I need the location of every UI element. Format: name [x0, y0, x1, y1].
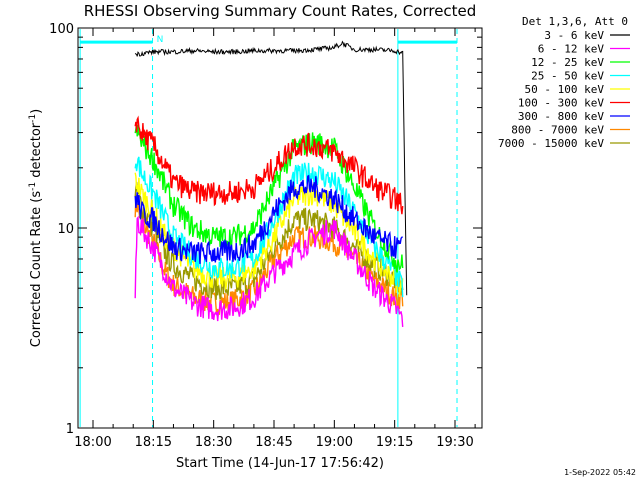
- series-12-25-kev: [134, 123, 404, 273]
- x-tick-label-6: 19:30: [436, 435, 473, 450]
- series-6-12-kev: [134, 215, 404, 327]
- legend-label-1: 6 - 12 keV: [538, 43, 605, 56]
- legend-title: Det 1,3,6, Att 0: [522, 15, 628, 28]
- legend-label-0: 3 - 6 keV: [544, 29, 604, 42]
- series-100-300-kev: [134, 115, 404, 215]
- x-axis-ticks: 18:00 18:15 18:30 18:45 19:00 19:15 19:30: [74, 28, 476, 450]
- y-tick-label-0: 1: [66, 422, 74, 437]
- x-axis-label: Start Time (14-Jun-17 17:56:42): [176, 456, 384, 471]
- series-300-800-kev: [134, 174, 403, 264]
- x-tick-label-1: 18:15: [135, 435, 172, 450]
- y-axis-label: Corrected Count Rate (s-1 detector-1): [28, 109, 44, 347]
- series-3-6-kev: [134, 40, 408, 296]
- y-axis-ticks: 1 10 100: [49, 22, 482, 437]
- series-group: [134, 40, 408, 327]
- legend-label-6: 300 - 800 keV: [518, 110, 604, 123]
- legend-label-4: 50 - 100 keV: [525, 83, 605, 96]
- x-tick-label-3: 18:45: [255, 435, 292, 450]
- orbit-marker-label: N: [157, 35, 164, 45]
- legend-label-5: 100 - 300 keV: [518, 97, 604, 110]
- x-tick-label-4: 19:00: [316, 435, 353, 450]
- x-tick-label-5: 19:15: [376, 435, 413, 450]
- y-tick-label-1: 10: [57, 222, 74, 237]
- y-tick-label-2: 100: [49, 22, 74, 37]
- x-tick-label-0: 18:00: [74, 435, 111, 450]
- footer-timestamp: 1-Sep-2022 05:42: [564, 468, 636, 477]
- legend-label-3: 25 - 50 keV: [531, 70, 604, 83]
- legend-label-8: 7000 - 15000 keV: [498, 137, 604, 150]
- x-tick-label-2: 18:30: [195, 435, 232, 450]
- legend-label-2: 12 - 25 keV: [531, 56, 604, 69]
- legend-label-7: 800 - 7000 keV: [511, 124, 604, 137]
- chart-title: RHESSI Observing Summary Count Rates, Co…: [84, 2, 477, 20]
